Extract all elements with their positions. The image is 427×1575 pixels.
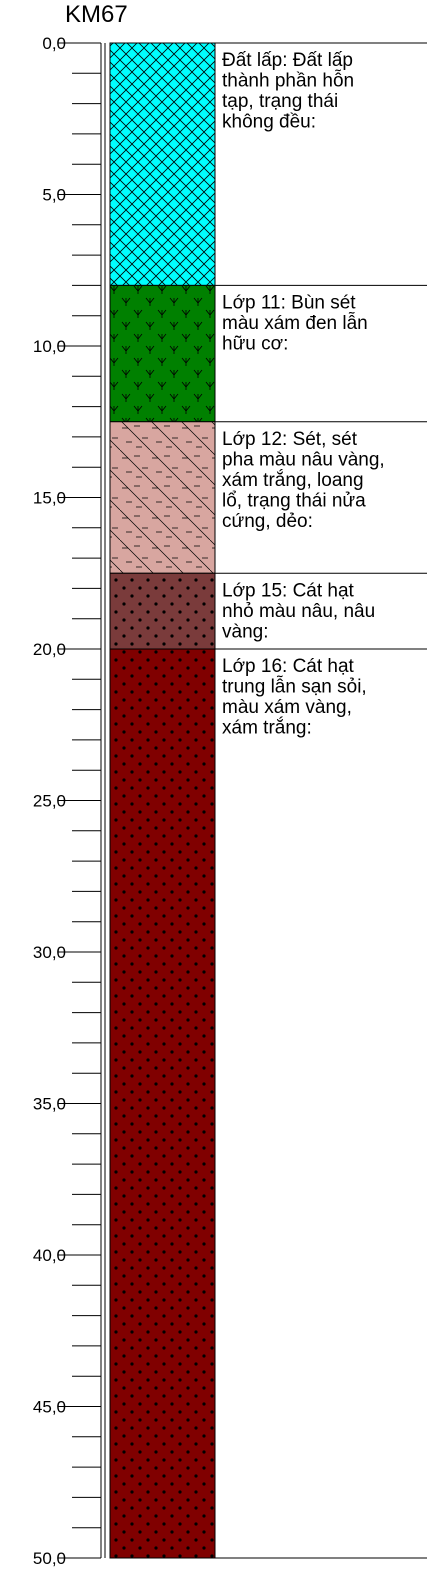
layer-description: hữu cơ:	[222, 333, 288, 354]
layer-description: Lớp 12: Sét, sét	[222, 429, 358, 450]
depth-label: 50,0	[33, 1549, 66, 1568]
layer-description: Lớp 15: Cát hạt	[222, 580, 355, 601]
depth-axis: 0,0 5,0 10,0 15,0 20,0 25,0 30,0 35,0 40,0 45,0 50…	[33, 34, 106, 1568]
layer-description: Đất lấp: Đất lấp	[222, 50, 353, 71]
depth-label: 30,0	[33, 943, 66, 962]
borehole-title: KM67	[65, 1, 128, 28]
depth-label: 10,0	[33, 337, 66, 356]
layer-description: trung lẫn sạn sỏi,	[222, 676, 367, 698]
layer-description: vàng:	[222, 621, 268, 642]
layer-pattern	[110, 573, 215, 649]
layer-pattern	[110, 43, 215, 286]
layer-description: màu xám vàng,	[222, 697, 352, 718]
layer-description: Lớp 16: Cát hạt	[222, 656, 355, 677]
depth-label: 45,0	[33, 1398, 66, 1417]
depth-label: 0,0	[42, 34, 66, 53]
layer-description: xám trắng, loang	[222, 469, 364, 491]
layer-border	[109, 648, 216, 1559]
layer-description: nhỏ màu nâu, nâu	[222, 601, 375, 622]
layer-description: thành phần hỗn	[222, 70, 354, 92]
layer-description: xám trắng:	[222, 717, 312, 739]
layer-pattern	[110, 649, 215, 1558]
layer-description: không đều:	[222, 112, 316, 133]
layer-description: cứng, dẻo:	[222, 511, 313, 532]
layer-description: tạp, trạng thái	[222, 91, 338, 112]
layer-description: màu xám đen lẫn	[222, 312, 368, 334]
soil-layers	[109, 42, 216, 1559]
layer-description: Lớp 11: Bùn sét	[222, 292, 356, 313]
depth-label: 25,0	[33, 792, 66, 811]
layer-pattern	[110, 285, 215, 422]
depth-label: 20,0	[33, 640, 66, 659]
depth-label: 15,0	[33, 489, 66, 508]
layer-description: pha màu nâu vàng,	[222, 449, 385, 470]
layer-pattern	[110, 421, 215, 574]
depth-label: 5,0	[42, 186, 66, 205]
depth-label: 35,0	[33, 1095, 66, 1114]
depth-label: 40,0	[33, 1246, 66, 1265]
layer-description: lổ, trạng thái nửa	[222, 490, 366, 511]
